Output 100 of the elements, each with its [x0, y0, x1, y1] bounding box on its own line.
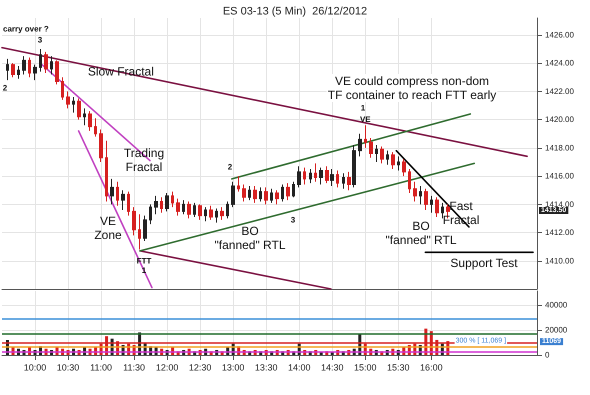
- x-tick-label: 13:00: [222, 362, 244, 372]
- x-tick-label: 11:00: [90, 362, 112, 372]
- candlestick: [11, 62, 15, 78]
- annotation: VE: [360, 115, 372, 124]
- candlestick: [6, 58, 9, 81]
- candlestick: [231, 181, 235, 208]
- candlestick: [408, 168, 411, 194]
- candlestick: [369, 137, 373, 158]
- y-tick-label: 1418.00: [545, 143, 574, 152]
- candlestick: [375, 144, 378, 162]
- candlestick: [50, 56, 53, 75]
- candlestick: [248, 185, 251, 201]
- candlestick: [110, 178, 114, 205]
- candlestick: [402, 158, 406, 177]
- candlestick: [204, 206, 207, 222]
- candlestick: [286, 182, 290, 201]
- candlestick: [347, 171, 351, 191]
- candlestick: [105, 140, 108, 202]
- x-tick-label: 11:30: [123, 362, 146, 372]
- annotation: 1: [360, 104, 366, 112]
- candlestick: [297, 166, 301, 188]
- annotation: carry over ?: [3, 24, 49, 34]
- candlestick: [182, 200, 185, 215]
- x-tick-label: 12:30: [188, 362, 212, 372]
- candlestick: [281, 184, 284, 202]
- candlestick: [275, 190, 279, 205]
- candlestick: [215, 208, 218, 224]
- candlestick: [264, 186, 268, 205]
- candlestick: [44, 51, 48, 74]
- y-tick-label: 1412.00: [545, 228, 574, 238]
- candlestick: [187, 200, 191, 219]
- candlestick: [22, 56, 26, 75]
- candlestick: [226, 200, 229, 219]
- candlestick: [99, 129, 103, 162]
- y-tick-label: 1422.00: [545, 86, 574, 96]
- candlestick: [77, 98, 81, 120]
- candlestick: [309, 168, 312, 184]
- candlestick: [386, 150, 389, 166]
- candlestick: [33, 64, 37, 81]
- candlestick: [380, 146, 384, 164]
- x-tick-label: 14:30: [320, 362, 344, 372]
- y-tick-label: 0: [545, 350, 550, 360]
- candlestick: [303, 167, 306, 186]
- candlestick: [330, 168, 334, 186]
- candlestick: [352, 144, 356, 188]
- x-tick-label: 15:00: [354, 362, 377, 372]
- y-tick-label: 1416.00: [545, 172, 574, 181]
- candlestick: [171, 191, 174, 208]
- candlestick: [435, 196, 439, 218]
- y-tick-label: 1426.00: [545, 30, 574, 40]
- y-tick-label: 1414.00: [545, 200, 574, 209]
- candlestick: [242, 184, 246, 202]
- annotation: 3: [290, 216, 296, 224]
- candlestick: [165, 192, 169, 212]
- candlestick: [28, 57, 31, 78]
- candlestick: [358, 133, 362, 157]
- candlestick: [391, 152, 395, 170]
- candlestick: [121, 190, 125, 210]
- candlestick: [66, 90, 70, 109]
- x-tick-label: 15:30: [387, 362, 410, 372]
- candlestick: [39, 48, 42, 72]
- candlestick: [209, 205, 213, 220]
- candlestick: [314, 162, 317, 182]
- candlestick: [143, 215, 147, 242]
- annotation: VE Zone: [94, 214, 122, 242]
- x-tick-label: 16:00: [420, 362, 443, 372]
- annotation: 2: [2, 84, 8, 92]
- candlestick: [17, 65, 20, 80]
- candlestick: [116, 181, 119, 206]
- candlestick: [220, 206, 224, 220]
- candlestick: [413, 181, 417, 202]
- candlestick: [94, 118, 97, 138]
- y-tick-label: 1424.00: [545, 58, 574, 68]
- candlestick: [419, 185, 422, 205]
- candlestick: [72, 96, 75, 114]
- candlestick: [138, 214, 141, 250]
- candlestick: [88, 110, 92, 132]
- candlestick: [325, 166, 329, 184]
- candlestick: [55, 60, 59, 85]
- x-tick-label: 12:00: [156, 362, 178, 372]
- candlestick: [193, 202, 196, 218]
- candlestick: [160, 196, 163, 214]
- annotation: 3: [38, 36, 43, 44]
- candlestick: [198, 204, 202, 220]
- candlestick: [154, 195, 158, 215]
- annotation: VE could compress non-dom TF container to reach FTT early: [328, 74, 496, 102]
- candlestick: [253, 185, 257, 204]
- candlestick: [237, 176, 240, 192]
- candlestick: [149, 204, 152, 225]
- x-tick-label: 10:00: [24, 362, 46, 372]
- candlestick: [430, 195, 433, 214]
- candlestick: [342, 172, 345, 190]
- y-tick-label: 40000: [545, 300, 568, 310]
- candlestick: [424, 188, 428, 210]
- annotation: Support Test: [450, 256, 518, 270]
- y-tick-label: 1420.00: [545, 115, 574, 124]
- annotation: 2: [228, 162, 233, 172]
- x-tick-label: 14:00: [288, 362, 310, 372]
- annotation: BO "fanned" RTL: [214, 224, 286, 252]
- y-tick-label: 1410.00: [545, 256, 574, 266]
